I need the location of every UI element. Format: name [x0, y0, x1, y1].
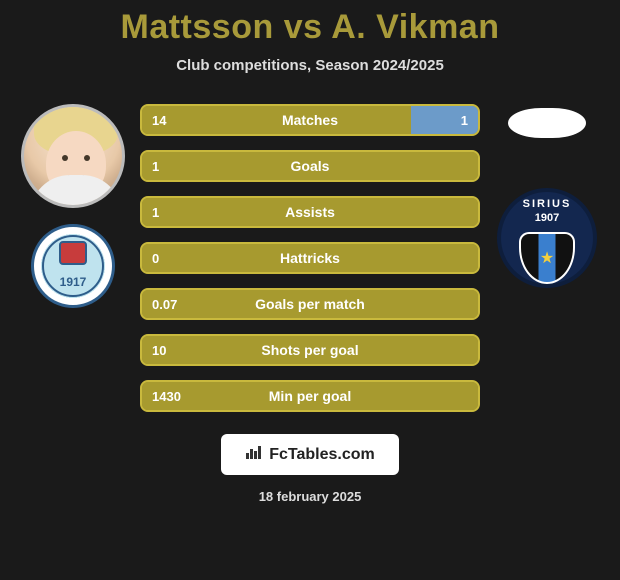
stat-label: Goals [142, 158, 478, 174]
stat-bar: 141Matches [140, 104, 480, 136]
site-name: FcTables.com [269, 446, 375, 464]
chart-icon [245, 444, 263, 465]
main-row: 1917 141Matches 1Goals 1Assists 0Hattricks 0… [0, 104, 620, 412]
badge-sirius-year: 1907 [501, 212, 593, 224]
vs-label: vs [284, 8, 323, 46]
player1-avatar [21, 104, 125, 208]
stat-bar: 0Hattricks [140, 242, 480, 274]
stat-bar: 10Shots per goal [140, 334, 480, 366]
site-badge: FcTables.com [221, 434, 399, 475]
page-title: Mattsson vs A. Vikman [121, 8, 500, 47]
player2-club-badge: SIRIUS 1907 ★ [497, 188, 597, 288]
left-player-column: 1917 [18, 104, 128, 308]
subtitle: Club competitions, Season 2024/2025 [176, 57, 444, 74]
stat-bar: 1430Min per goal [140, 380, 480, 412]
stat-bar: 1Assists [140, 196, 480, 228]
comparison-card: Mattsson vs A. Vikman Club competitions,… [0, 0, 620, 580]
stat-label: Assists [142, 204, 478, 220]
badge-sirius-name: SIRIUS [501, 198, 593, 210]
stat-label: Matches [142, 112, 478, 128]
stat-bar: 1Goals [140, 150, 480, 182]
right-player-column: SIRIUS 1907 ★ [492, 104, 602, 288]
player2-name: A. Vikman [331, 8, 499, 46]
stat-label: Min per goal [142, 388, 478, 404]
star-icon: ★ [540, 248, 554, 268]
player1-name: Mattsson [121, 8, 274, 46]
player1-club-badge: 1917 [31, 224, 115, 308]
stat-bar: 0.07Goals per match [140, 288, 480, 320]
stat-label: Hattricks [142, 250, 478, 266]
stat-label: Shots per goal [142, 342, 478, 358]
stats-bars: 141Matches 1Goals 1Assists 0Hattricks 0.07Go… [140, 104, 480, 412]
stat-label: Goals per match [142, 296, 478, 312]
snapshot-date: 18 february 2025 [259, 489, 362, 504]
player2-avatar [508, 108, 586, 138]
badge-sif-year: 1917 [34, 275, 112, 289]
